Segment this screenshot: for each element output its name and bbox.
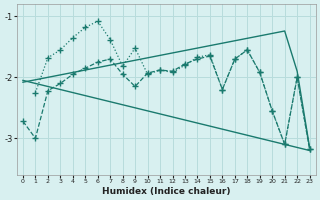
X-axis label: Humidex (Indice chaleur): Humidex (Indice chaleur): [102, 187, 230, 196]
